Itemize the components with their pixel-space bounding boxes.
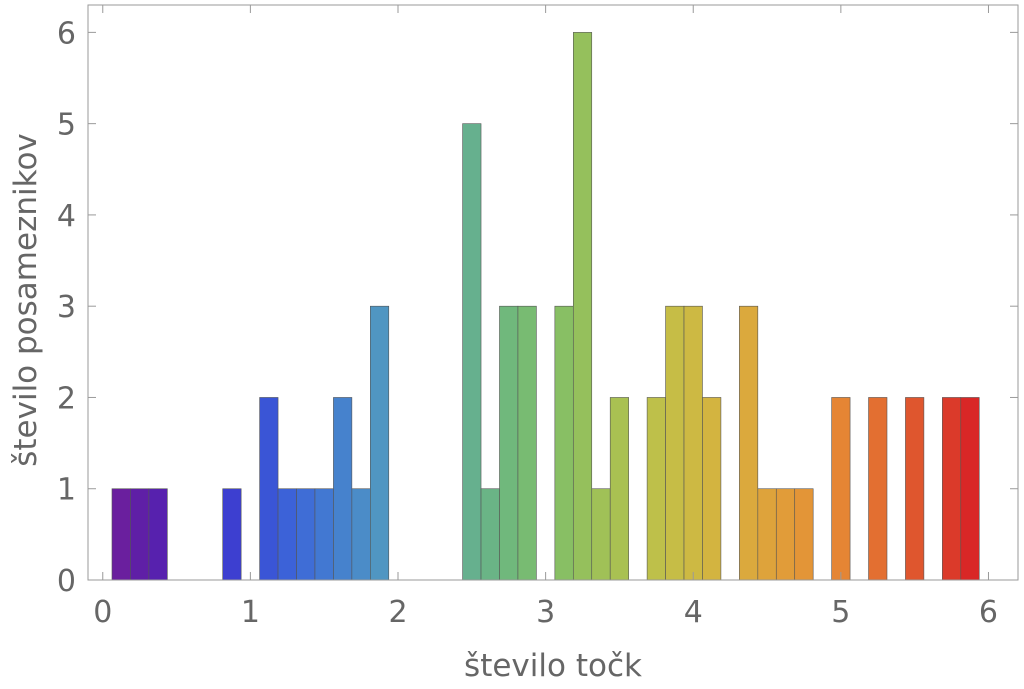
histogram-bar-9 (351, 488, 371, 581)
x-axis-ticks: 0 1 2 3 4 5 6 (93, 5, 998, 630)
y-tick-label-0: 0 (57, 564, 76, 599)
histogram-bar-13 (499, 305, 519, 581)
histogram-bar-20 (665, 305, 685, 581)
histogram-bar-3 (222, 488, 242, 581)
histogram-bar-22 (702, 397, 722, 581)
histogram-bar-14 (517, 305, 537, 581)
histogram-bar-5 (277, 488, 297, 581)
y-tick-label-1: 1 (57, 473, 76, 508)
histogram-bar-15 (554, 305, 574, 581)
plot-frame (87, 4, 1019, 581)
histogram-bar-21 (683, 305, 703, 581)
histogram-bar-1 (130, 488, 150, 581)
histogram-bar-6 (296, 488, 316, 581)
x-tick-label-3: 3 (536, 595, 555, 630)
histogram-bar-31 (960, 397, 980, 581)
x-tick-label-2: 2 (388, 595, 407, 630)
x-tick-label-4: 4 (684, 595, 703, 630)
histogram-bar-27 (831, 397, 851, 581)
x-tick-label-1: 1 (241, 595, 260, 630)
y-tick-label-2: 2 (57, 381, 76, 416)
histogram-bar-28 (868, 397, 888, 581)
histogram-bar-23 (739, 305, 759, 581)
histogram-bar-4 (259, 397, 279, 581)
y-tick-label-3: 3 (57, 290, 76, 325)
histogram-bar-10 (370, 305, 390, 581)
x-axis-title: število točk (464, 648, 642, 684)
histogram-bar-11 (462, 123, 482, 581)
histogram-bar-8 (333, 397, 353, 581)
histogram-bar-29 (905, 397, 925, 581)
histogram-bar-12 (480, 488, 500, 581)
x-tick-label-5: 5 (831, 595, 850, 630)
y-tick-label-5: 5 (57, 108, 76, 143)
histogram-bar-7 (314, 488, 334, 581)
histogram-bar-17 (591, 488, 611, 581)
y-axis-ticks: 0 1 2 3 4 5 6 (57, 16, 1018, 599)
bars-group (111, 32, 980, 581)
histogram-bar-19 (646, 397, 666, 581)
histogram-bar-18 (609, 397, 629, 581)
histogram-bar-16 (572, 32, 593, 581)
x-tick-label-6: 6 (979, 595, 998, 630)
histogram-bar-2 (148, 488, 168, 581)
y-tick-label-4: 4 (57, 199, 76, 234)
x-tick-label-0: 0 (93, 595, 112, 630)
histogram-bar-25 (775, 488, 796, 581)
y-tick-label-6: 6 (57, 16, 76, 51)
histogram-bar-24 (757, 488, 777, 581)
histogram-bar-30 (942, 397, 962, 581)
y-axis-title: število posameznikov (8, 133, 44, 467)
histogram-bar-0 (111, 488, 131, 581)
histogram-bar-26 (794, 488, 814, 581)
